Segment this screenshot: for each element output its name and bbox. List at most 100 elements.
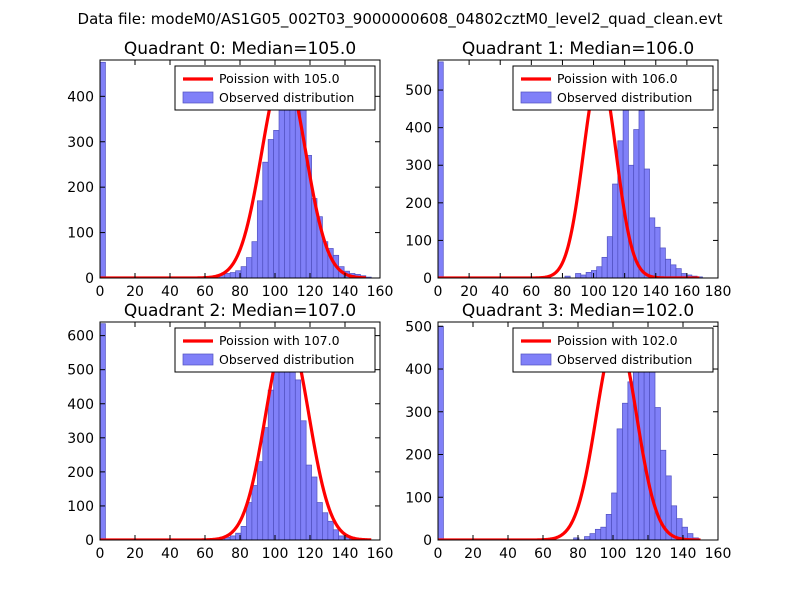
- x-tick-label: 40: [499, 546, 517, 562]
- x-tick-label: 80: [554, 284, 572, 300]
- histogram-bar: [628, 164, 635, 278]
- histogram-bar: [273, 369, 280, 540]
- histogram-bar: [611, 492, 618, 540]
- histogram-bar: [327, 520, 334, 540]
- histogram-bar: [605, 514, 612, 540]
- histogram-bar: [294, 379, 302, 540]
- histogram-bar: [622, 85, 629, 278]
- histogram-bar: [622, 402, 629, 540]
- x-tick-label: 120: [611, 284, 638, 300]
- y-tick-label: 400: [405, 362, 432, 378]
- panels: 0 20 40 60 80 100 120 140 1600100200300400Quadra…: [67, 39, 731, 562]
- x-tick-label: 60: [196, 284, 214, 300]
- quadrant-3-panel: 0 20 40 60 80 100 120 140 160 0 100 200 300 400 500 Qua…: [405, 301, 731, 562]
- histogram-bar: [273, 130, 280, 278]
- histogram-bar: [649, 217, 656, 278]
- y-tick-label: 0: [423, 533, 432, 549]
- x-tick-label: 80: [231, 284, 249, 300]
- x-tick-label: 80: [231, 546, 249, 562]
- histogram-bar: [251, 241, 258, 278]
- x-tick-label: 140: [642, 284, 669, 300]
- y-tick-label: 300: [405, 158, 432, 174]
- histogram-bar: [594, 528, 602, 540]
- histogram-bar: [229, 535, 236, 540]
- legend: Poission with 105.0 Observed distribution: [174, 65, 376, 111]
- y-tick-label: 0: [85, 271, 94, 287]
- y-tick-label: 400: [67, 397, 94, 413]
- quadrant-2-plot-area: [100, 323, 372, 540]
- y-tick-label: 400: [405, 121, 432, 137]
- histogram-bar: [267, 389, 274, 540]
- histogram-bar: [251, 485, 258, 540]
- histogram-bar: [100, 323, 106, 540]
- legend-fit-label: Poission with 105.0: [219, 71, 340, 86]
- y-tick-label: 0: [423, 271, 432, 287]
- x-tick-label: 180: [705, 284, 732, 300]
- histogram-bar: [670, 264, 677, 278]
- x-tick-label: 100: [262, 546, 289, 562]
- histogram-bar: [246, 502, 253, 540]
- y-tick-label: 200: [405, 448, 432, 464]
- histogram-bar: [240, 526, 247, 540]
- histogram-bar: [438, 61, 444, 278]
- x-tick-label: 20: [464, 546, 482, 562]
- y-tick-label: 500: [405, 83, 432, 99]
- histogram-bar: [575, 273, 582, 278]
- histogram-bar: [584, 536, 591, 540]
- y-tick-label: 200: [405, 196, 432, 212]
- histogram-bar: [600, 526, 607, 540]
- histogram-bar: [627, 381, 634, 540]
- legend-observed-swatch: [520, 91, 552, 104]
- x-tick-label: 160: [367, 284, 394, 300]
- y-tick-label: 300: [405, 405, 432, 421]
- histogram-bar: [687, 533, 694, 540]
- x-tick-label: 20: [460, 284, 478, 300]
- x-tick-label: 40: [491, 284, 509, 300]
- quadrant-0-panel: 0 20 40 60 80 100 120 140 160 0 100 200 300 400 Quadra…: [67, 39, 393, 300]
- x-tick-label: 160: [674, 284, 701, 300]
- x-tick-label: 100: [262, 284, 289, 300]
- legend-observed-label: Observed distribution: [219, 90, 354, 105]
- histogram-bar: [284, 345, 291, 540]
- y-tick-label: 100: [67, 226, 94, 242]
- y-tick-label: 100: [67, 499, 94, 515]
- x-tick-label: 140: [332, 284, 359, 300]
- y-tick-label: 300: [67, 135, 94, 151]
- x-tick-label: 120: [297, 284, 324, 300]
- x-tick-label: 100: [580, 284, 607, 300]
- quadrant-title: Quadrant 3: Median=102.0: [462, 301, 694, 321]
- histogram-bar: [316, 502, 323, 540]
- x-tick-label: 20: [126, 284, 144, 300]
- histogram-bar: [601, 256, 608, 278]
- histogram-bar: [305, 464, 312, 540]
- histogram-bar: [665, 258, 672, 278]
- x-tick-label: 120: [297, 546, 324, 562]
- legend-observed-swatch: [182, 91, 214, 104]
- legend: Poission with 107.0 Observed distribution: [174, 327, 376, 373]
- x-tick-label: 40: [161, 284, 179, 300]
- histogram-bar: [224, 273, 231, 278]
- histogram-bar: [585, 272, 592, 278]
- legend-observed-label: Observed distribution: [219, 352, 354, 367]
- poisson-fit-line: [100, 67, 367, 278]
- histogram-bar: [229, 272, 236, 278]
- x-tick-label: 60: [196, 546, 214, 562]
- y-tick-label: 600: [67, 329, 94, 345]
- x-tick-label: 0: [434, 546, 443, 562]
- histogram-bar: [278, 109, 285, 278]
- histogram-bar: [322, 512, 329, 540]
- histogram-bar: [438, 325, 444, 540]
- histogram-bar: [564, 275, 571, 278]
- histogram-bar: [256, 200, 264, 278]
- y-tick-label: 200: [67, 180, 94, 196]
- quadrant-1-panel: 0 20 40 60 80 100 120 140 160 1800100200300400500…: [405, 39, 731, 300]
- x-tick-label: 0: [96, 284, 105, 300]
- histogram-bar: [332, 529, 340, 540]
- histogram-bar: [262, 161, 269, 278]
- histogram-bar: [659, 247, 666, 278]
- histogram-bar: [654, 226, 661, 278]
- y-tick-label: 200: [67, 465, 94, 481]
- x-tick-label: 0: [96, 546, 105, 562]
- histogram-bar: [596, 266, 603, 278]
